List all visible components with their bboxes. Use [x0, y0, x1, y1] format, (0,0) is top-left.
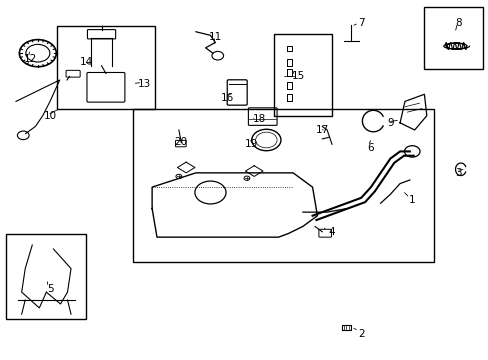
Text: 19: 19: [244, 139, 258, 149]
Text: 16: 16: [221, 93, 234, 103]
Text: 18: 18: [252, 114, 265, 124]
Text: 3: 3: [454, 168, 461, 178]
Text: 14: 14: [80, 57, 93, 67]
Bar: [57, 26, 154, 109]
Text: 7: 7: [357, 18, 364, 28]
Text: 15: 15: [291, 71, 304, 81]
Text: 17: 17: [315, 125, 328, 135]
Text: 9: 9: [386, 118, 393, 128]
Bar: [424, 7, 482, 69]
Bar: [132, 109, 433, 262]
Text: 4: 4: [328, 227, 335, 237]
Text: 8: 8: [454, 18, 461, 28]
Text: 13: 13: [138, 78, 151, 89]
Text: 20: 20: [174, 138, 187, 148]
Bar: [6, 234, 86, 319]
Text: 12: 12: [24, 54, 37, 64]
Text: 2: 2: [357, 329, 364, 339]
Text: 6: 6: [367, 143, 373, 153]
Text: 10: 10: [43, 111, 57, 121]
Text: 1: 1: [408, 195, 415, 204]
Bar: [273, 33, 331, 116]
Text: 5: 5: [46, 284, 53, 294]
Text: 11: 11: [208, 32, 222, 42]
